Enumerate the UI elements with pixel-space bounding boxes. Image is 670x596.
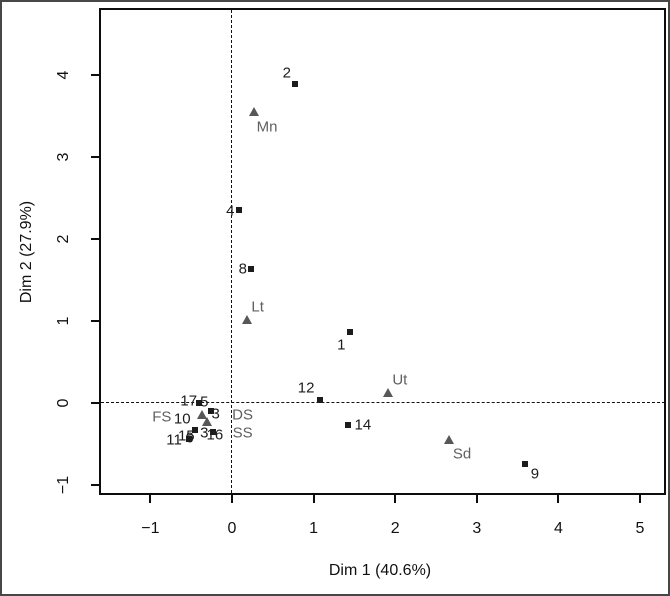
- y-tick: [91, 402, 100, 404]
- point-label-12: 12: [297, 379, 315, 397]
- data-point-triangle-Lt: [241, 315, 252, 325]
- y-tick: [91, 74, 100, 76]
- cluster-label-5: 5: [200, 393, 209, 411]
- zero-line-horizontal: [101, 402, 665, 403]
- cluster-label-3: 3: [211, 405, 220, 423]
- data-point-triangle: [196, 410, 207, 420]
- x-tick: [312, 494, 315, 503]
- y-axis-title: Dim 2 (27.9%): [18, 200, 35, 304]
- y-tick-label: 4: [55, 70, 72, 80]
- y-tick: [91, 484, 100, 486]
- data-point-triangle-Mn: [249, 106, 260, 116]
- x-tick: [639, 494, 641, 503]
- data-point-square-8: [247, 266, 254, 273]
- data-point-square: [192, 427, 199, 434]
- x-tick: [557, 494, 560, 503]
- point-label-Ut: Ut: [392, 371, 408, 389]
- cluster-label-16: 16: [206, 426, 224, 444]
- y-tick-label: 1: [55, 316, 72, 326]
- point-label-Lt: Lt: [251, 298, 264, 316]
- cluster-label-SS: SS: [232, 424, 253, 442]
- cluster-label-15: 15: [177, 427, 195, 445]
- cluster-label-6: 6: [185, 429, 194, 447]
- point-label-4: 4: [226, 202, 235, 220]
- y-tick-label: 2: [55, 234, 72, 244]
- point-label-8: 8: [238, 260, 247, 278]
- data-point-square-1: [347, 328, 354, 335]
- data-point-triangle: [201, 416, 212, 426]
- data-point-triangle-Sd: [444, 434, 455, 444]
- data-point-square-9: [521, 460, 528, 467]
- cluster-label-3: 3: [200, 424, 209, 442]
- y-tick-label: 3: [55, 152, 72, 162]
- zero-line-vertical: [231, 10, 232, 493]
- point-label-Sd: Sd: [452, 445, 472, 463]
- y-tick-label: −1: [55, 475, 72, 495]
- cluster-label-DS: DS: [232, 406, 254, 424]
- data-point-square: [185, 436, 192, 443]
- data-point-square: [210, 428, 217, 435]
- x-tick-label: 4: [553, 520, 563, 537]
- x-tick-label: −1: [141, 520, 160, 537]
- x-tick: [149, 494, 152, 503]
- x-tick: [394, 494, 397, 503]
- cluster-label-10: 10: [173, 410, 191, 428]
- data-point-triangle-Ut: [382, 388, 393, 398]
- x-tick-label: 1: [309, 520, 319, 537]
- data-point-square-14: [344, 422, 351, 429]
- point-label-14: 14: [354, 416, 372, 434]
- y-tick-label: 0: [55, 398, 72, 408]
- data-point-square-2: [291, 81, 298, 88]
- point-label-2: 2: [282, 64, 291, 82]
- point-label-Mn: Mn: [256, 118, 278, 136]
- data-point-square: [207, 408, 214, 415]
- cluster-label-11: 11: [166, 431, 182, 449]
- data-point-square-4: [236, 207, 243, 214]
- y-tick: [91, 156, 100, 158]
- x-tick: [231, 494, 233, 503]
- x-tick: [475, 494, 478, 503]
- x-tick-label: 0: [227, 520, 237, 537]
- plot-area: [99, 8, 666, 495]
- data-point-square-12: [317, 396, 324, 403]
- data-point-square: [196, 400, 203, 406]
- x-tick-label: 2: [390, 520, 400, 537]
- y-tick: [91, 238, 100, 240]
- cluster-label-FS: FS: [152, 408, 172, 426]
- x-tick-label: 3: [472, 520, 482, 537]
- point-label-9: 9: [530, 465, 540, 483]
- x-tick-label: 5: [635, 520, 645, 537]
- cluster-label-17: 17: [180, 392, 198, 410]
- point-label-1: 1: [337, 336, 346, 354]
- y-tick: [91, 320, 100, 322]
- x-axis-title: Dim 1 (40.6%): [328, 562, 432, 579]
